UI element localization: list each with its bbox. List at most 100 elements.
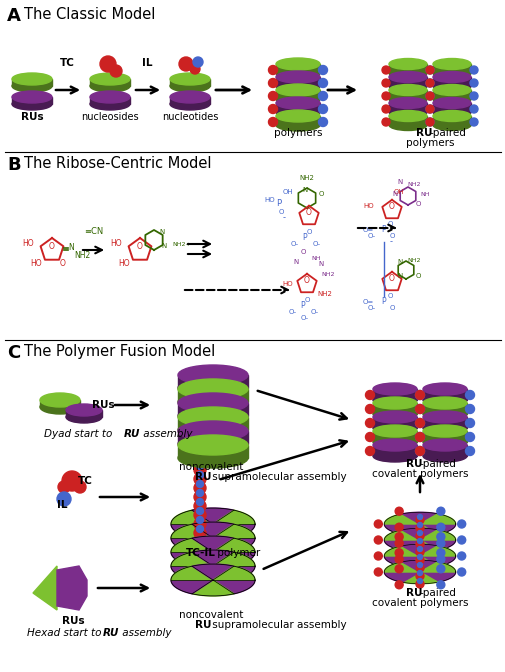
Circle shape [425, 118, 433, 126]
Ellipse shape [178, 406, 247, 426]
Polygon shape [419, 540, 455, 550]
Text: assembly: assembly [119, 628, 171, 638]
Text: N: N [396, 179, 402, 185]
Polygon shape [171, 524, 213, 538]
Circle shape [374, 552, 382, 560]
Polygon shape [432, 90, 470, 99]
Text: -paired: -paired [429, 128, 466, 138]
Circle shape [394, 564, 402, 573]
Circle shape [415, 446, 424, 456]
Text: RUs: RUs [62, 616, 84, 626]
Polygon shape [298, 188, 315, 208]
Polygon shape [422, 389, 466, 400]
Polygon shape [297, 274, 316, 292]
Ellipse shape [388, 71, 426, 83]
Polygon shape [372, 417, 416, 428]
Circle shape [374, 536, 382, 544]
Circle shape [394, 533, 402, 541]
Ellipse shape [178, 420, 247, 440]
Text: RU: RU [405, 588, 422, 598]
Text: N: N [392, 191, 397, 197]
Ellipse shape [275, 106, 319, 118]
Circle shape [415, 556, 423, 564]
Circle shape [415, 390, 424, 399]
Polygon shape [213, 566, 255, 580]
Text: O: O [415, 201, 421, 207]
Circle shape [417, 571, 422, 575]
Polygon shape [422, 403, 466, 414]
Text: covalent polymers: covalent polymers [371, 598, 467, 608]
Circle shape [469, 92, 477, 100]
Polygon shape [382, 271, 401, 290]
Text: O: O [306, 208, 311, 218]
Circle shape [415, 405, 424, 413]
Circle shape [365, 419, 374, 427]
Circle shape [318, 79, 327, 87]
Polygon shape [90, 79, 130, 86]
Circle shape [318, 105, 327, 114]
Polygon shape [178, 375, 247, 388]
Polygon shape [178, 417, 247, 430]
Polygon shape [213, 538, 255, 552]
Circle shape [436, 533, 444, 541]
Ellipse shape [12, 91, 52, 103]
Polygon shape [372, 403, 416, 414]
Circle shape [469, 118, 477, 126]
Polygon shape [191, 536, 233, 552]
Polygon shape [275, 64, 319, 73]
Circle shape [196, 480, 203, 487]
Circle shape [415, 580, 423, 588]
Ellipse shape [178, 392, 247, 412]
Circle shape [415, 419, 424, 427]
Circle shape [57, 492, 71, 506]
Circle shape [193, 482, 206, 494]
Circle shape [457, 520, 465, 528]
Polygon shape [388, 116, 426, 125]
Ellipse shape [40, 400, 80, 414]
Text: noncovalent: noncovalent [179, 610, 246, 620]
Text: P: P [381, 298, 385, 306]
Circle shape [415, 433, 424, 442]
Polygon shape [171, 566, 213, 580]
Circle shape [436, 523, 444, 532]
Circle shape [394, 523, 402, 532]
Ellipse shape [12, 98, 52, 110]
Circle shape [318, 91, 327, 101]
Text: N: N [161, 243, 166, 249]
Circle shape [436, 539, 444, 547]
Ellipse shape [432, 81, 470, 91]
Circle shape [365, 433, 374, 442]
Polygon shape [388, 103, 426, 112]
Ellipse shape [178, 393, 247, 413]
Text: O-: O- [367, 305, 375, 311]
Circle shape [436, 581, 444, 589]
Circle shape [425, 118, 433, 126]
Polygon shape [171, 552, 213, 566]
Polygon shape [419, 524, 455, 534]
Circle shape [465, 433, 474, 442]
Polygon shape [12, 97, 52, 104]
Text: polymers: polymers [273, 128, 322, 138]
Text: O: O [304, 297, 309, 303]
Text: O: O [137, 242, 142, 251]
Ellipse shape [275, 80, 319, 92]
Ellipse shape [178, 434, 247, 454]
Polygon shape [422, 417, 466, 428]
Text: N: N [293, 259, 298, 265]
Polygon shape [401, 524, 437, 536]
Text: O: O [318, 191, 324, 197]
Polygon shape [432, 116, 470, 125]
Text: OH: OH [393, 189, 404, 195]
Polygon shape [171, 538, 213, 552]
Polygon shape [388, 90, 426, 99]
Text: -: - [389, 237, 392, 247]
Ellipse shape [275, 93, 319, 105]
Ellipse shape [432, 93, 470, 105]
Text: supramolecular assembly: supramolecular assembly [209, 472, 346, 482]
Circle shape [425, 92, 433, 100]
Polygon shape [401, 544, 437, 556]
Polygon shape [401, 556, 437, 568]
Text: nucleotides: nucleotides [162, 112, 218, 122]
Polygon shape [213, 566, 255, 580]
Polygon shape [372, 431, 416, 442]
